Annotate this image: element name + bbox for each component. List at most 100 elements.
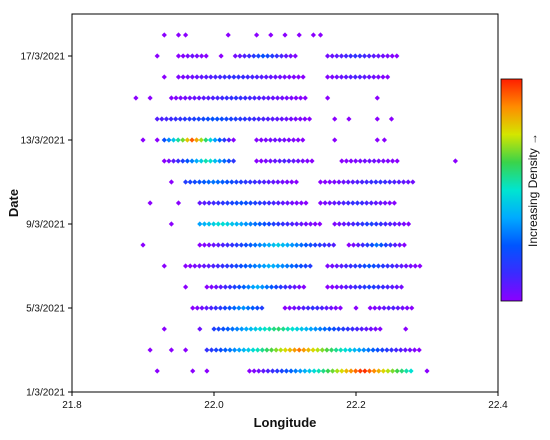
data-point [396,221,402,227]
data-point [256,95,262,101]
data-point [329,263,335,269]
data-point [256,179,263,185]
data-point [259,284,265,290]
data-point [321,242,328,248]
data-point [297,368,303,374]
data-point [230,158,237,164]
data-point [183,263,189,269]
data-point [366,74,372,80]
data-point [225,32,231,38]
data-point [279,368,285,374]
data-point [391,179,397,185]
data-point [392,221,398,227]
data-point [222,347,228,353]
data-point [334,263,340,269]
data-point [371,74,377,80]
data-point [380,74,386,80]
data-point [191,95,198,101]
data-point [357,74,363,80]
data-point [329,368,336,374]
data-point [175,74,182,80]
data-point [357,263,363,269]
data-point [378,221,384,227]
data-point [389,158,396,164]
colorbar [500,78,523,302]
data-point [303,200,309,206]
data-point [328,305,334,311]
data-point [245,74,251,80]
data-point [294,326,300,332]
data-point [308,326,314,332]
data-point [355,242,361,248]
data-point [410,179,416,185]
data-point [278,347,284,353]
data-point [208,347,215,353]
data-point [300,74,306,80]
data-point [264,284,270,290]
data-point [133,95,139,101]
data-point [359,326,365,332]
data-point [394,53,400,59]
data-point [189,74,195,80]
data-point [220,326,226,332]
data-point [395,305,401,311]
data-point [294,221,300,227]
data-point [263,74,269,80]
data-point [233,179,239,185]
data-point [147,95,153,101]
data-point [276,326,282,332]
data-point [314,305,320,311]
data-point [252,179,258,185]
data-point [223,116,230,122]
data-point [368,326,374,332]
data-point [351,347,358,353]
x-tick-label: 22.2 [346,400,366,411]
data-point [226,158,232,164]
data-point [301,347,307,353]
data-point [198,53,205,59]
data-point [408,368,414,374]
data-point [217,158,223,164]
data-point [306,368,313,374]
data-point [257,221,263,227]
data-point [306,116,313,122]
data-point [197,326,203,332]
data-point [199,305,205,311]
data-point [224,242,231,248]
data-point [229,221,235,227]
data-point [364,200,370,206]
x-axis-title: Longitude [254,415,317,430]
data-point [359,221,365,227]
data-point [403,326,409,332]
data-point [196,116,202,122]
data-point [231,347,238,353]
data-point [272,158,278,164]
data-point [187,179,193,185]
data-point [259,305,265,311]
data-point [229,200,235,206]
data-point [368,179,374,185]
data-point [375,53,381,59]
data-point [201,95,207,101]
data-point [206,263,212,269]
data-point [280,221,286,227]
data-point [327,179,333,185]
data-point [274,368,280,374]
data-point [229,263,235,269]
data-point [396,179,402,185]
data-point [263,158,269,164]
data-point [342,347,348,353]
data-point [250,284,256,290]
data-point [238,263,244,269]
data-point [411,347,418,353]
data-point [161,137,167,143]
data-point [154,116,160,122]
data-point [372,305,378,311]
data-point [284,263,290,269]
data-point [285,326,291,332]
data-point [287,347,293,353]
data-point [373,242,380,248]
data-point [185,53,191,59]
data-point [227,284,233,290]
data-point [192,179,198,185]
